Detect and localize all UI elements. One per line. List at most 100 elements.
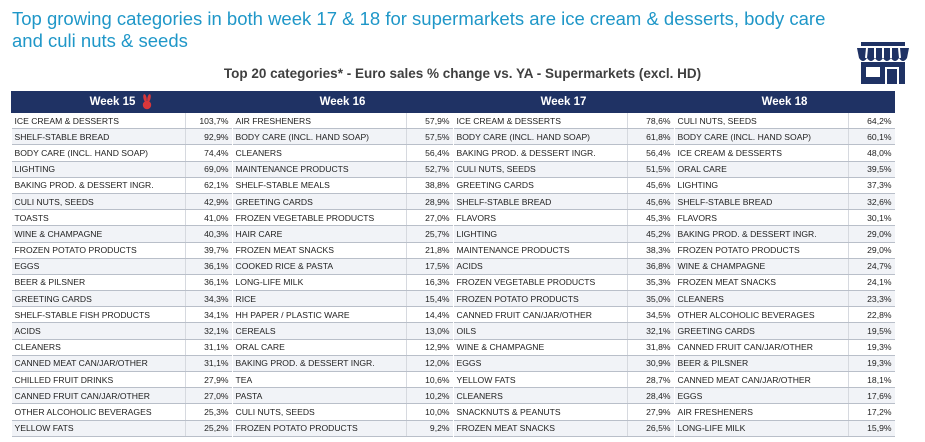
category-cell: FROZEN MEAT SNACKS bbox=[674, 274, 849, 292]
table-row: BAKING PROD. & DESSERT INGR. 12,0% bbox=[232, 355, 453, 373]
category-cell: EGGS bbox=[674, 387, 849, 405]
week-header: Week 16 bbox=[231, 91, 454, 113]
value-cell: 38,3% bbox=[626, 242, 674, 259]
category-cell: ACIDS bbox=[453, 258, 628, 275]
week-table-4: Week 18 CULI NUTS, SEEDS 64,2% BODY CARE (i… bbox=[673, 91, 896, 437]
category-cell: LIGHTING bbox=[674, 177, 849, 194]
value-cell: 34,1% bbox=[184, 306, 232, 324]
category-cell: WINE & CHAMPAGNE bbox=[11, 225, 186, 243]
table-row: MAINTENANCE PRODUCTS 38,3% bbox=[453, 242, 674, 259]
table-row: BAKING PROD. & DESSERT INGR. 56,4% bbox=[453, 144, 674, 162]
table-row: SHELF-STABLE BREAD 92,9% bbox=[11, 128, 232, 146]
value-cell: 45,2% bbox=[626, 225, 674, 243]
category-cell: FLAVORS bbox=[674, 209, 849, 227]
table-row: FROZEN VEGETABLE PRODUCTS 35,3% bbox=[453, 274, 674, 292]
category-cell: TEA bbox=[232, 371, 407, 389]
category-cell: ORAL CARE bbox=[674, 161, 849, 178]
table-row: FROZEN POTATO PRODUCTS 9,2% bbox=[232, 420, 453, 437]
table-row: OTHER ALCOHOLIC BEVERAGES 25,3% bbox=[11, 403, 232, 421]
table-row: HH PAPER / PLASTIC WARE 14,4% bbox=[232, 306, 453, 324]
category-cell: CLEANERS bbox=[453, 387, 628, 405]
value-cell: 41,0% bbox=[184, 209, 232, 227]
table-row: SHELF-STABLE MEALS 38,8% bbox=[232, 177, 453, 194]
table-row: CULI NUTS, SEEDS 10,0% bbox=[232, 403, 453, 421]
value-cell: 28,4% bbox=[626, 387, 674, 405]
value-cell: 19,3% bbox=[847, 339, 895, 356]
table-row: WINE & CHAMPAGNE 24,7% bbox=[674, 258, 895, 275]
table-row: CULI NUTS, SEEDS 51,5% bbox=[453, 161, 674, 178]
value-cell: 32,1% bbox=[626, 322, 674, 340]
table-row: BEER & PILSNER 19,3% bbox=[674, 355, 895, 373]
category-cell: CANNED MEAT CAN/JAR/OTHER bbox=[11, 355, 186, 373]
category-cell: SHELF-STABLE BREAD bbox=[11, 128, 186, 146]
category-cell: FROZEN VEGETABLE PRODUCTS bbox=[232, 209, 407, 227]
value-cell: 42,9% bbox=[184, 193, 232, 211]
value-cell: 30,9% bbox=[626, 355, 674, 373]
week-label: Week 18 bbox=[761, 96, 808, 108]
value-cell: 29,0% bbox=[847, 242, 895, 259]
category-cell: BAKING PROD. & DESSERT INGR. bbox=[11, 177, 186, 194]
table-row: AIR FRESHENERS 17,2% bbox=[674, 403, 895, 421]
category-cell: MAINTENANCE PRODUCTS bbox=[232, 161, 407, 178]
week-table-3: Week 17 ICE CREAM & DESSERTS 78,6% BODY CAR… bbox=[452, 91, 675, 437]
table-row: AIR FRESHENERS 57,9% bbox=[232, 112, 453, 130]
value-cell: 34,5% bbox=[626, 306, 674, 324]
value-cell: 40,3% bbox=[184, 225, 232, 243]
bunny-icon bbox=[143, 94, 152, 110]
table-row: TEA 10,6% bbox=[232, 371, 453, 389]
category-cell: GREETING CARDS bbox=[232, 193, 407, 211]
category-cell: CULI NUTS, SEEDS bbox=[232, 403, 407, 421]
table-row: ACIDS 36,8% bbox=[453, 258, 674, 275]
table-row: CLEANERS 56,4% bbox=[232, 144, 453, 162]
value-cell: 69,0% bbox=[184, 161, 232, 178]
value-cell: 10,0% bbox=[405, 403, 453, 421]
category-cell: BEER & PILSNER bbox=[674, 355, 849, 373]
category-cell: FLAVORS bbox=[453, 209, 628, 227]
value-cell: 25,2% bbox=[184, 420, 232, 437]
value-cell: 14,4% bbox=[405, 306, 453, 324]
week-header: Week 17 bbox=[452, 91, 675, 113]
category-cell: SHELF-STABLE BREAD bbox=[453, 193, 628, 211]
value-cell: 38,8% bbox=[405, 177, 453, 194]
table-row: CHILLED FRUIT DRINKS 27,9% bbox=[11, 371, 232, 389]
table-row: FROZEN MEAT SNACKS 21,8% bbox=[232, 242, 453, 259]
table-row: LIGHTING 37,3% bbox=[674, 177, 895, 194]
value-cell: 35,3% bbox=[626, 274, 674, 292]
category-cell: BAKING PROD. & DESSERT INGR. bbox=[674, 225, 849, 243]
value-cell: 12,9% bbox=[405, 339, 453, 356]
value-cell: 36,8% bbox=[626, 258, 674, 275]
value-cell: 17,6% bbox=[847, 387, 895, 405]
category-cell: FROZEN POTATO PRODUCTS bbox=[453, 290, 628, 308]
value-cell: 52,7% bbox=[405, 161, 453, 178]
category-cell: BAKING PROD. & DESSERT INGR. bbox=[232, 355, 407, 373]
value-cell: 29,0% bbox=[847, 225, 895, 243]
category-cell: CLEANERS bbox=[11, 339, 186, 356]
category-cell: BAKING PROD. & DESSERT INGR. bbox=[453, 144, 628, 162]
table-row: FLAVORS 30,1% bbox=[674, 209, 895, 227]
value-cell: 17,2% bbox=[847, 403, 895, 421]
value-cell: 48,0% bbox=[847, 144, 895, 162]
category-cell: CHILLED FRUIT DRINKS bbox=[11, 371, 186, 389]
table-row: COOKED RICE & PASTA 17,5% bbox=[232, 258, 453, 275]
value-cell: 64,2% bbox=[847, 112, 895, 130]
table-row: CEREALS 13,0% bbox=[232, 322, 453, 340]
table-row: SHELF-STABLE BREAD 45,6% bbox=[453, 193, 674, 211]
value-cell: 74,4% bbox=[184, 144, 232, 162]
category-cell: GREETING CARDS bbox=[674, 322, 849, 340]
table-row: SHELF-STABLE BREAD 32,6% bbox=[674, 193, 895, 211]
table-row: ICE CREAM & DESSERTS 48,0% bbox=[674, 144, 895, 162]
table-row: YELLOW FATS 25,2% bbox=[11, 420, 232, 437]
table-row: BEER & PILSNER 36,1% bbox=[11, 274, 232, 292]
table-row: ORAL CARE 39,5% bbox=[674, 161, 895, 178]
value-cell: 39,7% bbox=[184, 242, 232, 259]
category-cell: HAIR CARE bbox=[232, 225, 407, 243]
category-cell: LIGHTING bbox=[11, 161, 186, 178]
table-row: LIGHTING 69,0% bbox=[11, 161, 232, 178]
table-row: WINE & CHAMPAGNE 40,3% bbox=[11, 225, 232, 243]
category-cell: ICE CREAM & DESSERTS bbox=[11, 112, 186, 130]
value-cell: 60,1% bbox=[847, 128, 895, 146]
table-row: PASTA 10,2% bbox=[232, 387, 453, 405]
value-cell: 34,3% bbox=[184, 290, 232, 308]
table-row: SNACKNUTS & PEANUTS 27,9% bbox=[453, 403, 674, 421]
category-cell: CEREALS bbox=[232, 322, 407, 340]
